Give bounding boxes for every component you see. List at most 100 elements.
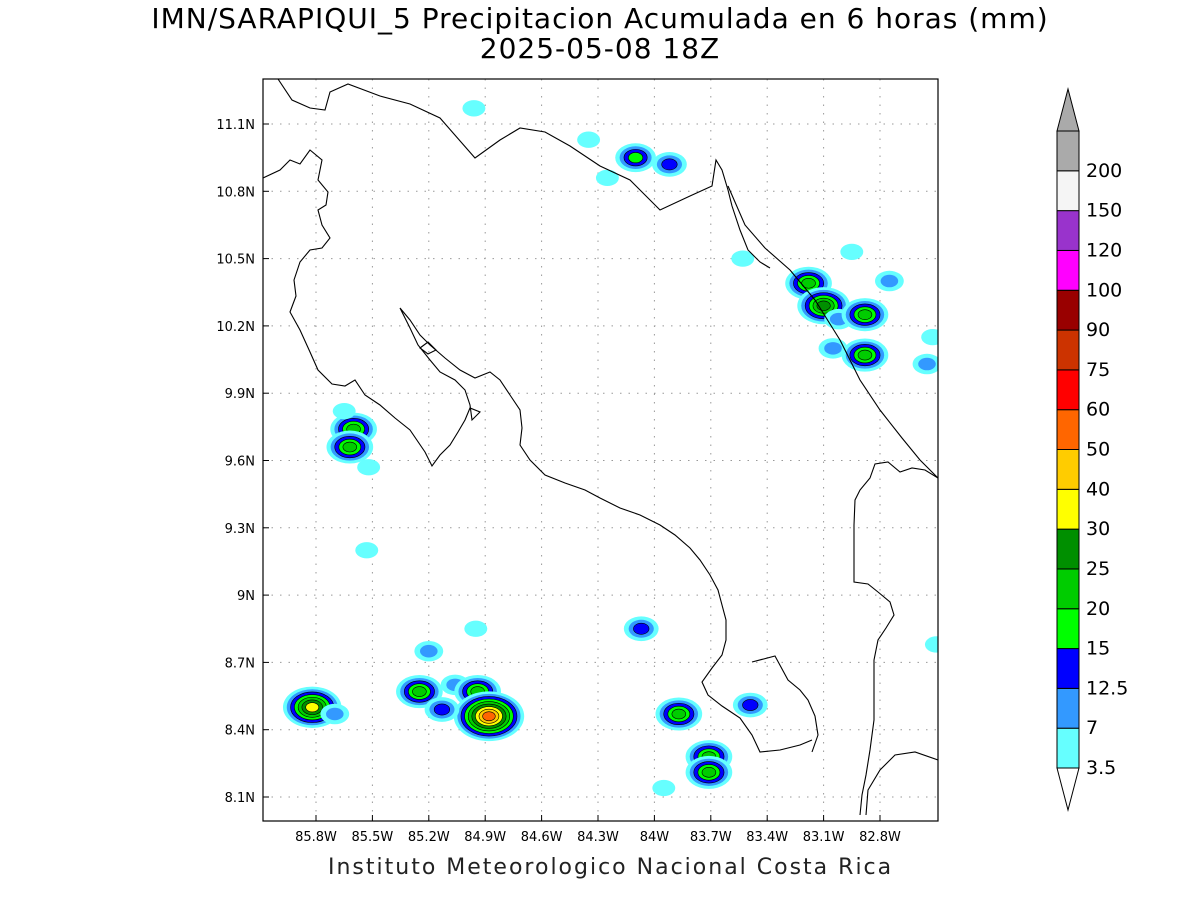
legend-label: 75 — [1086, 359, 1110, 381]
legend-label: 12.5 — [1086, 677, 1128, 699]
legend-label: 25 — [1086, 558, 1110, 580]
precip-contour-3.5 — [595, 169, 619, 186]
x-tick-label: 84.9W — [464, 830, 506, 845]
precip-contour-20 — [671, 708, 687, 720]
precip-contour-3.5 — [924, 636, 938, 653]
legend-swatch-60 — [1056, 369, 1080, 411]
precip-cell — [595, 169, 619, 186]
pacific-coast-north — [263, 149, 813, 753]
x-tick-label: 84.6W — [521, 830, 563, 845]
legend-label: 60 — [1086, 399, 1110, 421]
precip-cell — [840, 243, 864, 261]
precip-contour-3.5 — [357, 459, 381, 476]
legend-label: 120 — [1086, 239, 1122, 261]
precip-contour-3.5 — [731, 250, 755, 267]
legend-swatch-15 — [1056, 608, 1080, 650]
legend-swatch-7 — [1056, 687, 1080, 729]
legend-min-triangle — [1056, 767, 1080, 812]
precipitation-field — [282, 100, 938, 797]
precip-contour-30 — [305, 702, 320, 713]
precip-cell — [577, 131, 601, 148]
x-tick-label: 83.4W — [746, 830, 788, 845]
precip-contour-7 — [420, 644, 438, 658]
precip-contour-3.5 — [840, 243, 864, 261]
legend-swatch-40 — [1056, 449, 1080, 490]
legend-swatch-120 — [1056, 210, 1080, 251]
x-tick-label: 85.8W — [295, 830, 337, 845]
y-tick-label: 9.6N — [225, 455, 255, 470]
nicaragua-border-line — [277, 79, 771, 269]
legend-swatch-3.5 — [1056, 727, 1080, 769]
precip-cell — [615, 143, 656, 173]
precip-cell — [464, 620, 488, 637]
precip-cell — [912, 353, 938, 375]
precip-cell — [652, 779, 676, 797]
precip-cell — [924, 636, 938, 653]
caribbean-coast-line — [727, 185, 938, 479]
precip-contour-7 — [824, 342, 842, 355]
y-tick-label: 10.8N — [216, 185, 255, 200]
precip-contour-20 — [857, 349, 873, 361]
precip-cell — [921, 328, 938, 346]
legend-swatch-50 — [1056, 409, 1080, 450]
map-frame — [262, 78, 939, 822]
precip-cell — [332, 402, 356, 420]
legend-swatch-12.5 — [1056, 648, 1080, 689]
legend-swatch-90 — [1056, 289, 1080, 331]
precip-cell — [326, 430, 374, 464]
legend-label: 20 — [1086, 598, 1110, 620]
precip-cell — [841, 298, 889, 332]
precip-contour-15 — [628, 152, 644, 164]
precip-cell — [841, 338, 889, 372]
precip-contour-3.5 — [332, 402, 356, 420]
map-grid — [263, 79, 938, 821]
y-tick-label: 11.1N — [216, 118, 255, 133]
legend-swatch-150 — [1056, 170, 1080, 212]
precip-contour-3.5 — [464, 620, 488, 637]
precip-contour-3.5 — [921, 328, 938, 346]
y-tick-label: 8.1N — [225, 791, 255, 806]
footer-credit: Instituto Meteorologico Nacional Costa R… — [328, 855, 894, 880]
legend-label: 30 — [1086, 518, 1110, 540]
precip-contour-12.5 — [633, 622, 650, 635]
x-tick-label: 84W — [640, 830, 670, 845]
x-tick-label: 83.1W — [803, 830, 845, 845]
y-tick-label: 10.2N — [216, 320, 255, 335]
legend-label: 90 — [1086, 319, 1110, 341]
legend-swatch-30 — [1056, 488, 1080, 530]
legend-label: 40 — [1086, 478, 1110, 500]
precip-contour-20 — [412, 686, 427, 697]
precip-contour-3.5 — [652, 779, 676, 797]
precip-contour-7 — [326, 707, 344, 721]
y-tick-label: 9.3N — [225, 522, 255, 537]
legend-swatch-100 — [1056, 249, 1080, 291]
precip-cell — [655, 697, 703, 731]
precip-cell — [685, 755, 733, 789]
panama-border-line — [853, 461, 938, 816]
precip-contour-7 — [918, 357, 936, 371]
precip-cell — [357, 459, 381, 476]
golfo-dulce-coast — [751, 655, 819, 753]
map-subtitle-datetime: 2025-05-08 18Z — [479, 32, 721, 65]
precip-cell — [424, 697, 460, 722]
precip-contour-20 — [342, 441, 358, 453]
legend-label: 200 — [1086, 160, 1122, 182]
legend-max-triangle — [1056, 87, 1080, 132]
precip-cell — [623, 616, 659, 642]
precip-contour-3.5 — [577, 131, 601, 148]
legend-label: 15 — [1086, 638, 1110, 660]
legend-swatch-20 — [1056, 568, 1080, 610]
precip-cell — [732, 692, 768, 718]
y-tick-label: 9N — [237, 589, 255, 604]
map-title: IMN/SARAPIQUI_5 Precipitacion Acumulada … — [151, 2, 1049, 35]
legend-colorbar: 3.5 7 12.5 15 20 25 30 40 50 60 75 90 100 120 150 200 — [1056, 87, 1128, 812]
legend-label: 100 — [1086, 279, 1122, 301]
y-tick-label: 8.7N — [225, 656, 255, 671]
precip-cell — [874, 270, 904, 292]
precip-contour-12.5 — [742, 699, 759, 711]
legend-label: 7 — [1086, 717, 1098, 739]
legend-label: 3.5 — [1086, 757, 1116, 779]
x-tick-label: 83.7W — [690, 830, 732, 845]
